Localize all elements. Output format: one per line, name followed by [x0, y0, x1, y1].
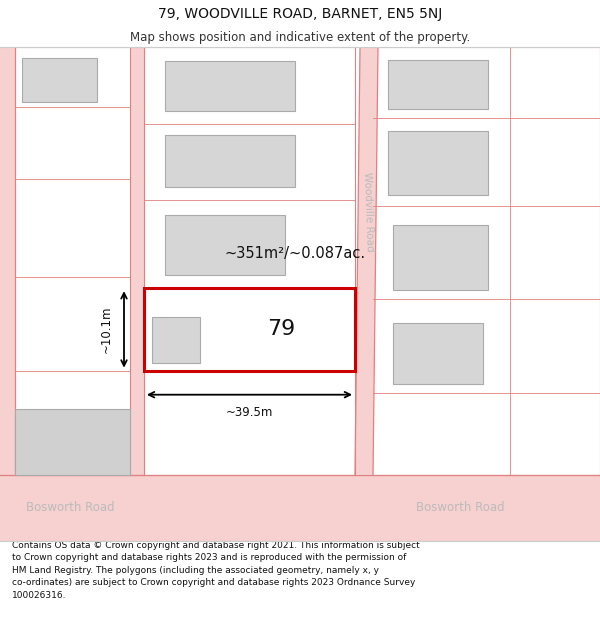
- Text: Bosworth Road: Bosworth Road: [416, 501, 505, 514]
- Bar: [393, 323, 483, 384]
- Text: Map shows position and indicative extent of the property.: Map shows position and indicative extent…: [130, 31, 470, 44]
- Bar: [388, 131, 488, 195]
- Bar: [388, 60, 488, 109]
- Bar: [0, 47, 15, 475]
- Text: 79: 79: [267, 319, 295, 339]
- Text: ~10.1m: ~10.1m: [100, 306, 113, 353]
- Bar: [165, 215, 285, 275]
- Bar: [152, 317, 200, 363]
- Text: Woodville Road: Woodville Road: [362, 171, 375, 251]
- Text: ~39.5m: ~39.5m: [226, 406, 273, 419]
- Bar: [393, 224, 488, 291]
- Text: 79, WOODVILLE ROAD, BARNET, EN5 5NJ: 79, WOODVILLE ROAD, BARNET, EN5 5NJ: [158, 7, 442, 21]
- Bar: [15, 409, 130, 475]
- Bar: [0, 475, 600, 541]
- Text: Contains OS data © Crown copyright and database right 2021. This information is : Contains OS data © Crown copyright and d…: [12, 541, 420, 599]
- Bar: [165, 134, 295, 188]
- Bar: [130, 47, 144, 475]
- Bar: [144, 288, 355, 371]
- Bar: [22, 58, 97, 102]
- Text: Bosworth Road: Bosworth Road: [26, 501, 115, 514]
- Polygon shape: [355, 47, 378, 475]
- Text: ~351m²/~0.087ac.: ~351m²/~0.087ac.: [224, 246, 365, 261]
- Bar: [165, 61, 295, 111]
